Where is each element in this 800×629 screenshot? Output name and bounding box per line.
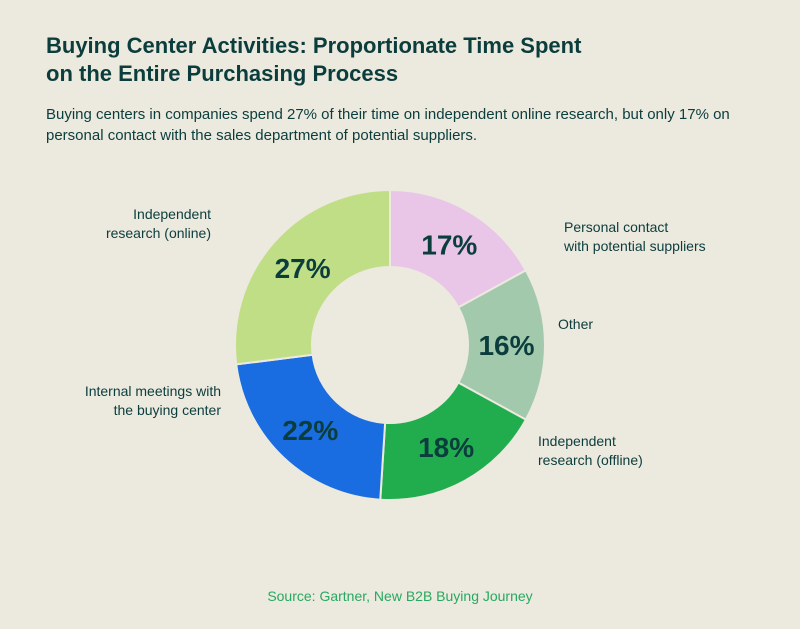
donut-pct-internal_meetings: 22% — [282, 415, 338, 446]
donut-label-internal_meetings: Internal meetings withthe buying center — [0, 382, 221, 420]
donut-pct-personal_contact: 17% — [421, 230, 477, 261]
donut-label-independent_offline: Independentresearch (offline) — [538, 432, 643, 470]
donut-chart-container: 17% 16% 18% 22% 27% Personal contactwith pot… — [0, 150, 800, 570]
chart-title: Buying Center Activities: Proportionate … — [46, 32, 606, 87]
chart-subtitle: Buying centers in companies spend 27% of… — [46, 104, 746, 146]
donut-pct-independent_offline: 18% — [418, 432, 474, 463]
donut-pct-independent_online: 27% — [275, 253, 331, 284]
page-root: Buying Center Activities: Proportionate … — [0, 0, 800, 629]
donut-label-other: Other — [558, 315, 593, 334]
donut-label-independent_online: Independentresearch (online) — [0, 205, 211, 243]
source-line: Source: Gartner, New B2B Buying Journey — [0, 588, 800, 604]
donut-label-personal_contact: Personal contactwith potential suppliers — [564, 218, 706, 256]
donut-pct-other: 16% — [478, 330, 534, 361]
